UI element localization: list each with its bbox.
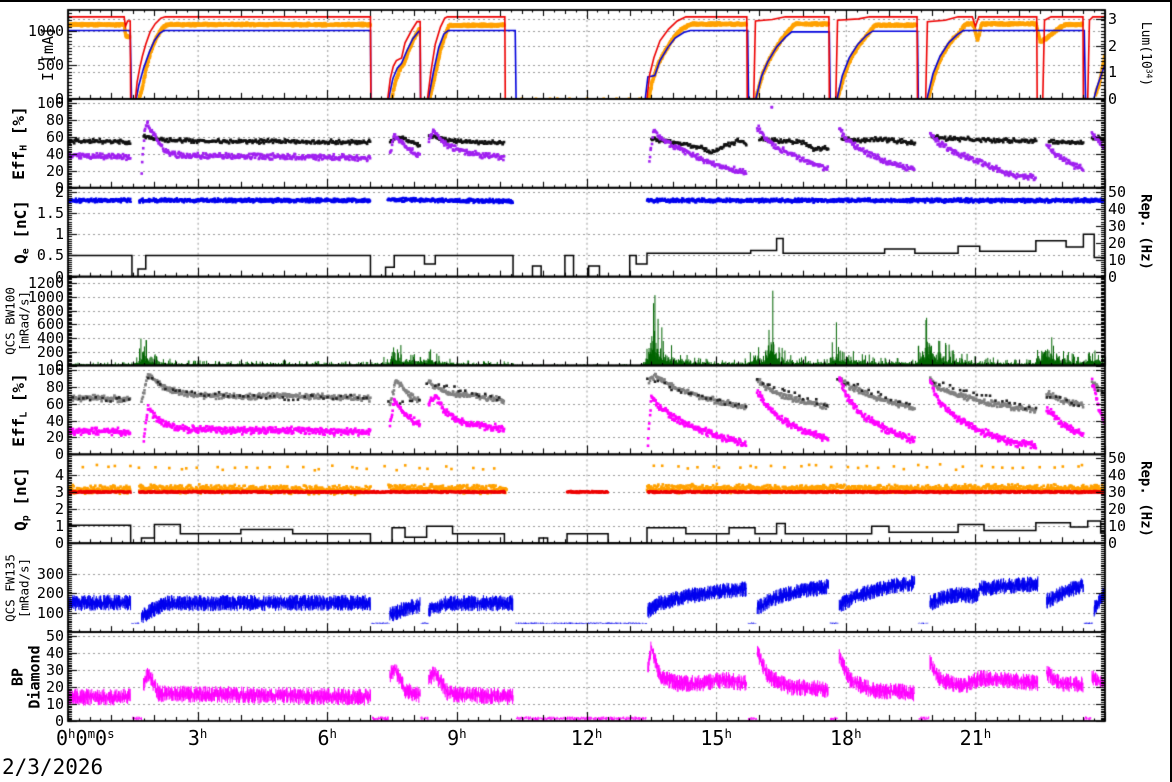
y-tick-label: 1: [54, 517, 64, 536]
right-tick-label: 2: [1108, 36, 1118, 55]
y-tick-label: 1: [54, 225, 64, 244]
right-tick-label: 10: [1108, 517, 1127, 536]
right-tick-label: 50: [1108, 182, 1127, 201]
right-tick-label: 10: [1108, 250, 1127, 269]
y-tick-label: 100: [36, 603, 64, 622]
y-axis-label-qe-rep: Qe [nC]: [10, 200, 32, 265]
x-tick-label: 15h: [700, 726, 732, 750]
y-axis-label-eff-h: EffH [%]: [8, 106, 30, 181]
x-tick-label: 18h: [829, 726, 862, 750]
y-tick-label: 2: [54, 182, 64, 201]
right-tick-label: 1: [1108, 63, 1118, 82]
y-tick-label: 200: [36, 584, 64, 603]
y-tick-label: 0: [54, 178, 64, 197]
y-tick-label: 30: [45, 660, 64, 679]
date-label: 2/3/2026: [2, 755, 104, 779]
x-tick-label: 6h: [317, 726, 338, 750]
y-tick-label: 0: [54, 267, 64, 286]
y-tick-label: 2: [54, 500, 64, 519]
y-axis-label-qcs-bw100-loss: QCS BW100 [mRad/s]: [2, 287, 31, 355]
y-tick-label: 1000: [27, 21, 64, 40]
right-tick-label: 0: [1108, 534, 1118, 553]
right-tick-label: 20: [1108, 500, 1127, 519]
y-tick-label: 0.5: [36, 246, 64, 265]
y-tick-label: 20: [45, 161, 64, 180]
y-tick-label: 60: [45, 394, 64, 413]
y-tick-label: 500: [36, 55, 64, 74]
y-tick-label: 0: [54, 356, 64, 375]
y-tick-label: 100: [36, 360, 64, 379]
right-tick-label: 20: [1108, 233, 1127, 252]
right-tick-label: 50: [1108, 448, 1127, 467]
x-tick-label: 3h: [187, 726, 208, 750]
y-tick-label: 80: [45, 377, 64, 396]
x-tick-label: 12h: [570, 726, 603, 750]
x-tick-label: 21h: [959, 726, 992, 750]
y-tick-label: 10: [45, 694, 64, 713]
right-axis-label-qe-rep: Rep. (Hz): [1137, 194, 1154, 271]
right-tick-label: 30: [1108, 482, 1127, 501]
y-tick-label: 0: [54, 534, 64, 553]
right-tick-label: 3: [1108, 9, 1118, 28]
y-tick-label: 40: [45, 144, 64, 163]
y-tick-label: 400: [36, 329, 64, 348]
x-tick-label: 9h: [447, 726, 467, 750]
y-tick-label: 20: [45, 677, 64, 696]
y-tick-label: 80: [45, 111, 64, 130]
right-tick-label: 30: [1108, 216, 1127, 235]
right-tick-label: 40: [1108, 199, 1127, 218]
y-tick-label: 0: [54, 89, 64, 108]
x-tick-label: 0h0m0s: [56, 726, 115, 750]
y-tick-label: 800: [36, 301, 64, 320]
y-axis-label-eff-l: EffL [%]: [8, 373, 30, 447]
y-tick-label: 200: [36, 342, 64, 361]
right-axis-label-beam-current-luminosity: Lum(1034): [1137, 22, 1154, 87]
y-tick-label: 300: [36, 565, 64, 584]
right-tick-label: 0: [1108, 89, 1118, 108]
y-axis-label-bp-diamond: BP Diamond: [8, 644, 44, 709]
y-tick-label: 40: [45, 411, 64, 430]
y-tick-label: 40: [45, 643, 64, 662]
right-tick-label: 0: [1108, 267, 1118, 286]
right-axis-label-qp-rep: Rep. (Hz): [1137, 460, 1154, 537]
y-axis-label-qcs-fw135-loss: QCS FW135 [mRad/s]: [2, 553, 31, 622]
y-tick-label: 1200: [27, 274, 64, 293]
y-tick-label: 60: [45, 127, 64, 146]
y-tick-label: 0: [54, 712, 64, 730]
y-axis-label-beam-current-luminosity: I [mA]: [38, 27, 57, 82]
y-tick-label: 1000: [27, 288, 64, 307]
y-tick-label: 20: [45, 428, 64, 447]
y-tick-label: 100: [36, 94, 64, 113]
y-tick-label: 4: [54, 465, 64, 484]
y-tick-label: 600: [36, 315, 64, 334]
y-tick-label: 50: [45, 626, 64, 645]
y-tick-label: 0: [54, 445, 64, 464]
right-tick-label: 40: [1108, 465, 1127, 484]
y-tick-label: 3: [54, 482, 64, 501]
y-tick-label: 1.5: [36, 204, 64, 223]
y-axis-label-qp-rep: Qp [nC]: [10, 466, 32, 531]
